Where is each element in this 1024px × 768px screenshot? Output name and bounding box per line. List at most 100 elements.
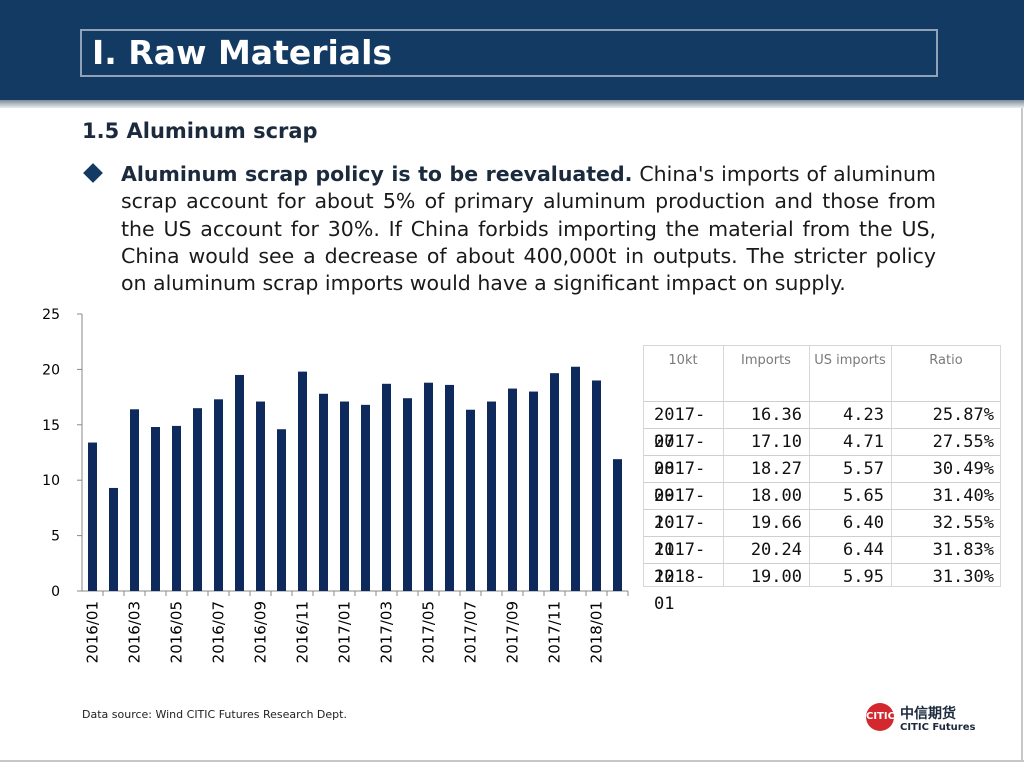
table-cell-us-imports: 4.23 [843,405,884,425]
bar [130,409,139,591]
table-cell-month: 2017-08 [654,432,706,479]
table-header-us-imports: US imports [814,353,886,368]
table-row: 2017-10 18.00 5.65 31.40% [644,482,1000,533]
bar [361,404,370,591]
frame-bottom-border [0,760,1024,762]
bar [319,393,328,591]
bar [109,487,118,591]
x-tick-label: 2017/11 [546,601,564,663]
table-cell-month: 2017-12 [654,540,706,587]
x-tick-label: 2017/07 [462,601,480,663]
bullet-paragraph: Aluminum scrap policy is to be reevaluat… [121,161,936,297]
table-cell-imports: 19.00 [750,567,802,587]
table-cell-us-imports: 6.40 [843,513,884,533]
table-cell-imports: 19.66 [750,513,802,533]
bar [193,408,202,591]
table-header-ratio: Ratio [929,353,963,368]
bar [340,401,349,591]
table-cell-us-imports: 6.44 [843,540,884,560]
bar [88,442,97,591]
table-row: 2017-07 16.36 4.23 25.87% [644,401,1000,452]
table-cell-us-imports: 4.71 [843,432,884,452]
imports-table: 10kt Imports US imports Ratio 2017-07 16.… [643,345,1001,614]
table-divider [809,346,810,586]
x-tick-label: 2016/01 [84,601,102,663]
bar [256,401,265,591]
header-shadow [0,100,1024,108]
bar [214,399,223,591]
y-tick-label: 20 [42,362,60,378]
bar [235,374,244,591]
bar [613,459,622,591]
section-subtitle: 1.5 Aluminum scrap [82,119,318,143]
x-tick-label: 2017/01 [336,601,354,663]
frame-right-border [1021,108,1023,760]
x-tick-label: 2018/01 [588,601,606,663]
logo-chinese-name: 中信期货 [900,706,956,722]
bar [172,425,181,591]
page-title: I. Raw Materials [92,33,393,72]
table-cell-ratio: 31.30% [932,567,994,587]
bar [571,366,580,591]
table-header-unit: 10kt [668,353,698,368]
x-tick-label: 2016/11 [294,601,312,663]
y-tick-label: 0 [51,584,60,600]
y-tick-label: 15 [42,418,60,434]
bar [382,383,391,591]
table-row: 2018-01 19.00 5.95 31.30% [644,563,1000,614]
table-cell-ratio: 27.55% [932,432,994,452]
bar [445,384,454,591]
bar-chart: 0 5 10 15 20 25 2016/01 2016/03 2016/05 2016/07 20… [42,307,629,663]
table-cell-month: 2017-10 [654,486,706,533]
y-tick-label: 10 [42,473,60,489]
table-row: 2017-12 20.24 6.44 31.83% [644,536,1000,587]
bar [508,388,517,591]
table-cell-imports: 16.36 [750,405,802,425]
table-cell-month: 2018-01 [654,567,706,614]
bar [466,409,475,591]
bar [424,382,433,591]
table-cell-month: 2017-07 [654,405,706,452]
table-cell-us-imports: 5.57 [843,459,884,479]
logo-english-name: CITIC Futures [900,722,976,733]
logo-mark-icon: CITIC [866,703,895,731]
table-row: 2017-11 19.66 6.40 32.55% [644,509,1000,560]
company-logo: CITIC 中信期货 CITIC Futures [866,703,976,737]
table-cell-imports: 18.00 [750,486,802,506]
table-header-imports: Imports [741,353,791,368]
bar [592,380,601,591]
table-cell-imports: 17.10 [750,432,802,452]
bar [277,429,286,591]
bar [529,391,538,591]
table-cell-ratio: 25.87% [932,405,994,425]
bullet-bold-text: Aluminum scrap policy is to be reevaluat… [121,162,633,186]
table-cell-ratio: 31.40% [932,486,994,506]
table-cell-month: 2017-11 [654,513,706,560]
x-tick-label: 2016/03 [126,601,144,663]
table-cell-imports: 18.27 [750,459,802,479]
x-tick-label: 2017/09 [504,601,522,663]
table-cell-month: 2017-09 [654,459,706,506]
table-divider [723,346,724,586]
bar [298,371,307,591]
bar [550,373,559,591]
table-cell-ratio: 32.55% [932,513,994,533]
table-cell-us-imports: 5.65 [843,486,884,506]
title-box: I. Raw Materials [80,29,938,77]
table-cell-imports: 20.24 [750,540,802,560]
y-tick-label: 5 [51,529,60,545]
table-row: 2017-09 18.27 5.57 30.49% [644,455,1000,506]
bar [487,401,496,591]
header-bar [0,0,1024,100]
table-cell-us-imports: 5.95 [843,567,884,587]
data-source: Data source: Wind CITIC Futures Research… [82,708,347,721]
x-tick-label: 2017/03 [378,601,396,663]
table-cell-ratio: 31.83% [932,540,994,560]
diamond-bullet-icon [83,163,103,183]
table-cell-ratio: 30.49% [932,459,994,479]
x-tick-label: 2017/05 [420,601,438,663]
table-divider [891,346,892,586]
bar [403,398,412,591]
x-tick-label: 2016/07 [210,601,228,663]
y-tick-label: 25 [42,307,60,323]
